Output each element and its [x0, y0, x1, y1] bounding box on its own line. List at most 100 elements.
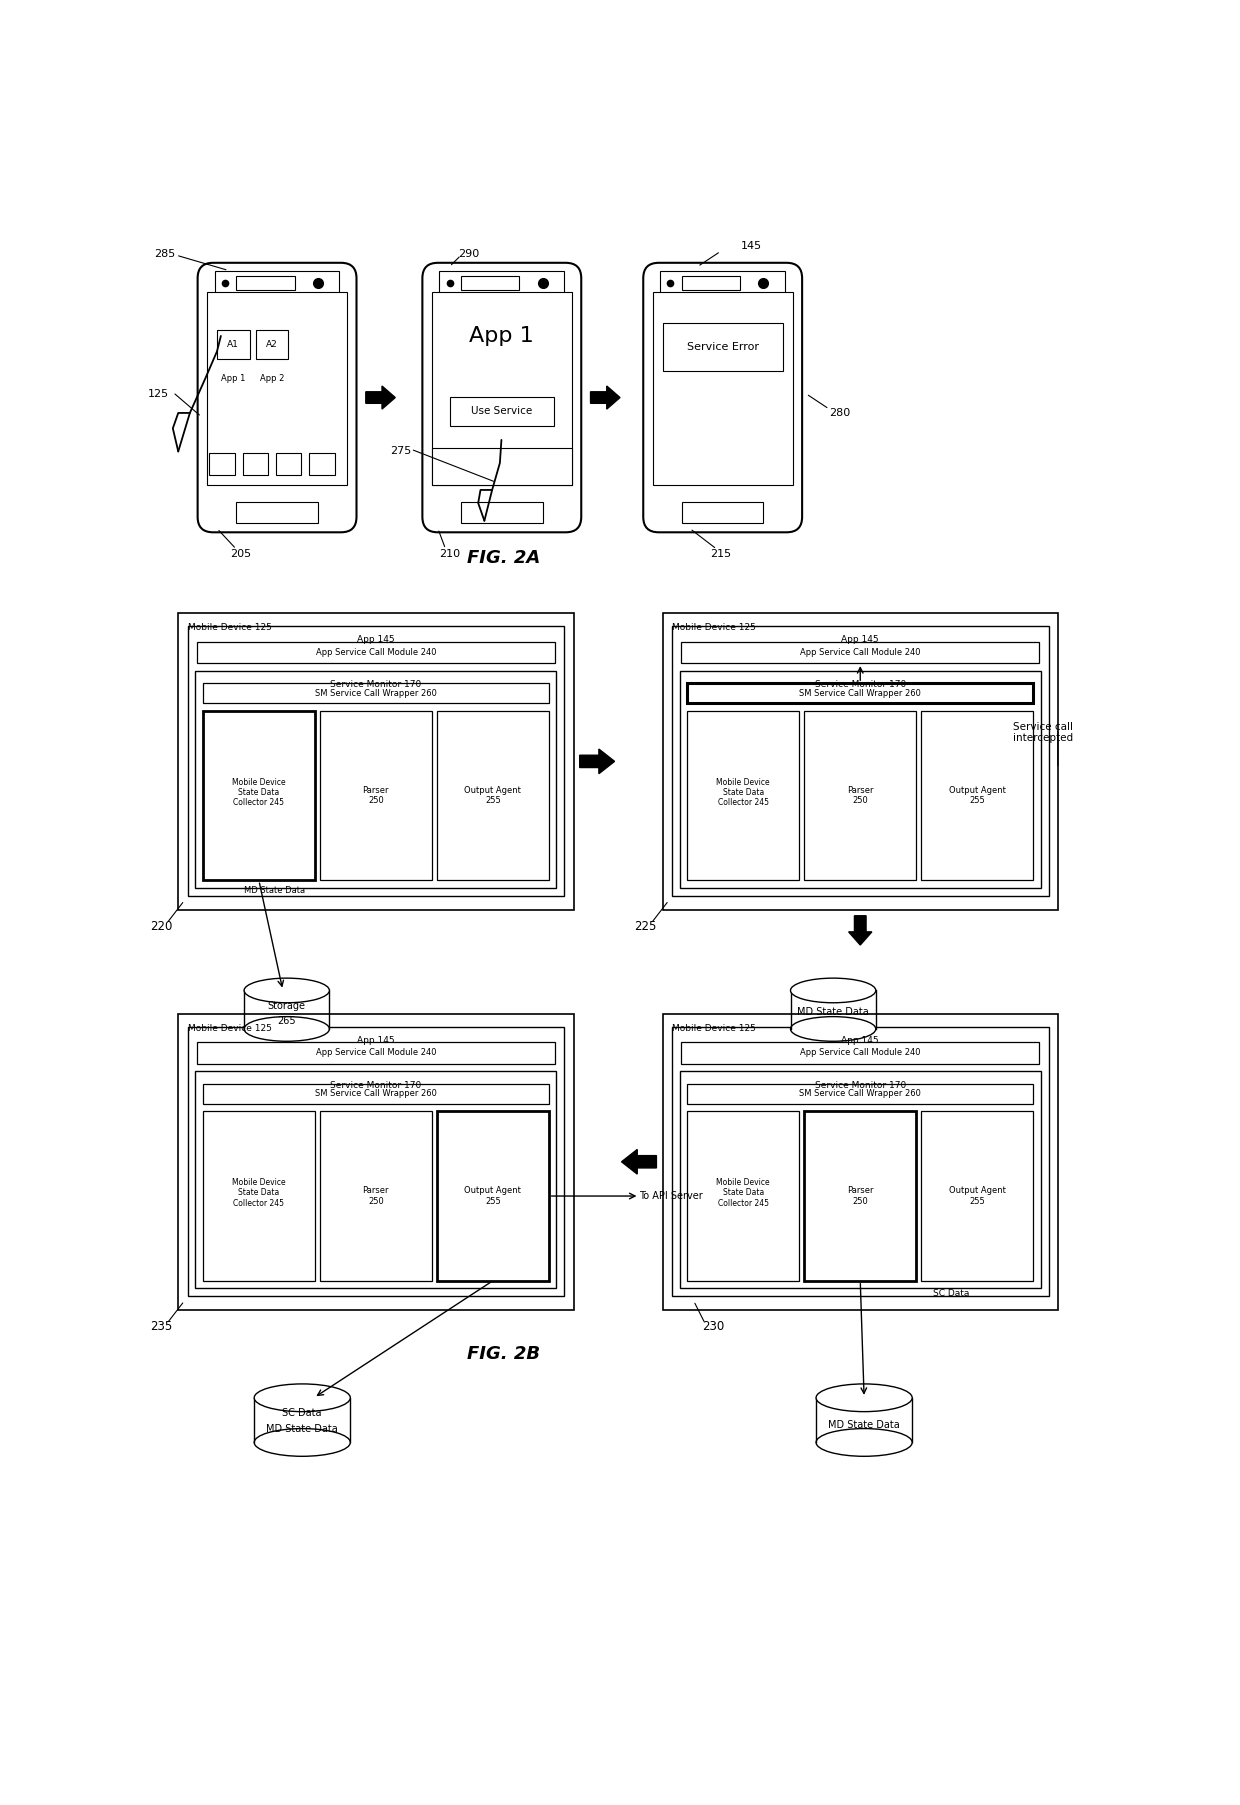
FancyBboxPatch shape — [179, 1014, 573, 1310]
Text: App 145: App 145 — [357, 1036, 394, 1045]
Text: Output Agent
255: Output Agent 255 — [465, 785, 521, 805]
Bar — [254, 1397, 351, 1442]
Text: To API Server: To API Server — [640, 1191, 703, 1200]
Text: 265: 265 — [278, 1016, 296, 1027]
FancyBboxPatch shape — [432, 292, 572, 484]
FancyBboxPatch shape — [237, 276, 295, 291]
Text: Output Agent
255: Output Agent 255 — [949, 1186, 1006, 1206]
FancyBboxPatch shape — [197, 1041, 554, 1063]
Bar — [791, 991, 875, 1029]
Bar — [816, 1397, 913, 1442]
FancyBboxPatch shape — [423, 264, 582, 532]
FancyBboxPatch shape — [805, 1112, 916, 1282]
Text: App 1: App 1 — [470, 327, 534, 347]
Text: Mobile Device 125: Mobile Device 125 — [187, 623, 272, 632]
Text: 145: 145 — [742, 240, 763, 251]
Ellipse shape — [791, 1016, 875, 1041]
Text: Service call
intercepted: Service call intercepted — [1013, 722, 1074, 744]
FancyBboxPatch shape — [687, 684, 1033, 704]
FancyBboxPatch shape — [436, 711, 548, 881]
Text: App 145: App 145 — [357, 635, 394, 644]
Text: SM Service Call Wrapper 260: SM Service Call Wrapper 260 — [315, 690, 436, 699]
Text: App Service Call Module 240: App Service Call Module 240 — [316, 648, 436, 657]
FancyBboxPatch shape — [275, 453, 301, 475]
Text: Output Agent
255: Output Agent 255 — [465, 1186, 521, 1206]
Ellipse shape — [816, 1384, 913, 1412]
Text: App Service Call Module 240: App Service Call Module 240 — [316, 1049, 436, 1058]
FancyBboxPatch shape — [805, 711, 916, 881]
FancyBboxPatch shape — [461, 502, 543, 523]
Text: 220: 220 — [150, 921, 172, 933]
Text: FIG. 2A: FIG. 2A — [467, 549, 541, 567]
Text: 205: 205 — [229, 549, 250, 560]
Text: SM Service Call Wrapper 260: SM Service Call Wrapper 260 — [315, 1088, 436, 1097]
Text: Service Monitor 170: Service Monitor 170 — [330, 680, 422, 690]
FancyBboxPatch shape — [196, 1072, 557, 1289]
FancyBboxPatch shape — [687, 1083, 1033, 1103]
Text: Mobile Device 125: Mobile Device 125 — [672, 623, 756, 632]
FancyBboxPatch shape — [436, 1112, 548, 1282]
FancyBboxPatch shape — [237, 502, 317, 523]
FancyBboxPatch shape — [207, 292, 347, 484]
Text: MD State Data: MD State Data — [244, 886, 305, 895]
Text: 285: 285 — [155, 249, 176, 258]
FancyBboxPatch shape — [320, 711, 432, 881]
FancyBboxPatch shape — [439, 271, 564, 296]
FancyBboxPatch shape — [644, 264, 802, 532]
Ellipse shape — [254, 1384, 351, 1412]
FancyBboxPatch shape — [197, 264, 357, 532]
FancyBboxPatch shape — [203, 684, 548, 704]
Text: Service Monitor 170: Service Monitor 170 — [815, 680, 906, 690]
FancyBboxPatch shape — [652, 292, 792, 484]
FancyBboxPatch shape — [680, 671, 1040, 888]
FancyBboxPatch shape — [243, 453, 268, 475]
FancyBboxPatch shape — [680, 1072, 1040, 1289]
Text: SM Service Call Wrapper 260: SM Service Call Wrapper 260 — [800, 690, 921, 699]
FancyBboxPatch shape — [309, 453, 335, 475]
FancyBboxPatch shape — [203, 711, 315, 881]
Text: 290: 290 — [459, 249, 480, 258]
FancyBboxPatch shape — [682, 502, 764, 523]
Text: MD State Data: MD State Data — [267, 1424, 339, 1435]
FancyArrow shape — [621, 1150, 656, 1173]
FancyBboxPatch shape — [682, 276, 740, 291]
FancyBboxPatch shape — [179, 614, 573, 910]
FancyBboxPatch shape — [461, 276, 520, 291]
Text: 280: 280 — [828, 408, 849, 419]
FancyBboxPatch shape — [672, 1027, 1049, 1296]
Ellipse shape — [244, 1016, 330, 1041]
Text: Use Service: Use Service — [471, 406, 532, 417]
FancyArrow shape — [366, 386, 396, 410]
Text: A1: A1 — [227, 339, 239, 348]
Text: App 1: App 1 — [221, 374, 246, 383]
Ellipse shape — [244, 978, 330, 1004]
Text: Service Error: Service Error — [687, 341, 759, 352]
Text: Output Agent
255: Output Agent 255 — [949, 785, 1006, 805]
Ellipse shape — [791, 978, 875, 1004]
FancyBboxPatch shape — [215, 271, 340, 296]
Text: Service Monitor 170: Service Monitor 170 — [330, 1081, 422, 1090]
FancyBboxPatch shape — [662, 1014, 1058, 1310]
Text: MD State Data: MD State Data — [797, 1007, 869, 1016]
FancyArrow shape — [848, 915, 872, 946]
Text: SM Service Call Wrapper 260: SM Service Call Wrapper 260 — [800, 1088, 921, 1097]
FancyBboxPatch shape — [217, 330, 249, 359]
Text: Mobile Device
State Data
Collector 245: Mobile Device State Data Collector 245 — [232, 1179, 285, 1208]
FancyBboxPatch shape — [196, 671, 557, 888]
FancyBboxPatch shape — [203, 1083, 548, 1103]
Text: Parser
250: Parser 250 — [847, 1186, 873, 1206]
Text: App 2: App 2 — [260, 374, 284, 383]
Text: Mobile Device
State Data
Collector 245: Mobile Device State Data Collector 245 — [717, 778, 770, 807]
Text: Parser
250: Parser 250 — [362, 1186, 389, 1206]
FancyBboxPatch shape — [672, 626, 1049, 895]
Text: App Service Call Module 240: App Service Call Module 240 — [800, 648, 920, 657]
Text: 225: 225 — [635, 921, 657, 933]
Text: Mobile Device
State Data
Collector 245: Mobile Device State Data Collector 245 — [232, 778, 285, 807]
FancyBboxPatch shape — [255, 330, 288, 359]
Text: Parser
250: Parser 250 — [362, 785, 389, 805]
FancyArrow shape — [590, 386, 620, 410]
Text: Storage: Storage — [268, 1000, 306, 1011]
FancyBboxPatch shape — [320, 1112, 432, 1282]
FancyBboxPatch shape — [687, 1112, 799, 1282]
FancyBboxPatch shape — [660, 271, 785, 296]
